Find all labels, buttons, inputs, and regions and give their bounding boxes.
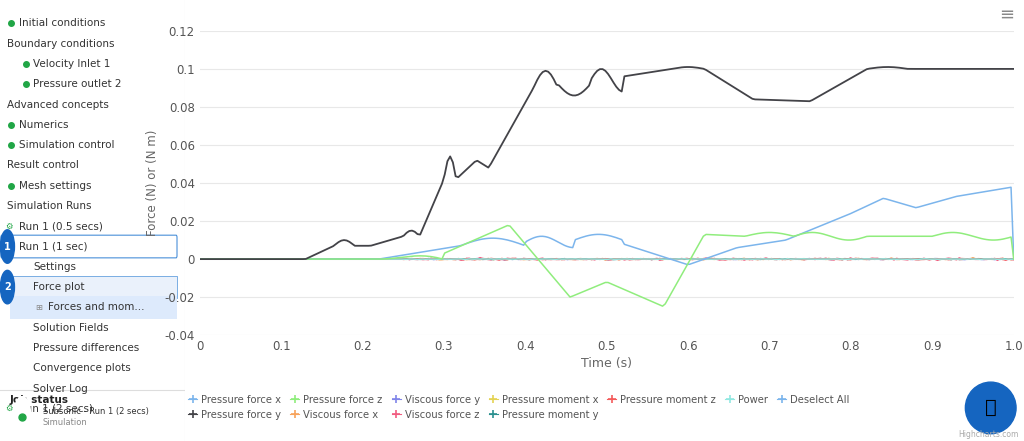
Text: ⚙: ⚙ <box>5 222 13 231</box>
X-axis label: Time (s): Time (s) <box>582 357 632 370</box>
Circle shape <box>0 270 14 304</box>
Text: Velocity Inlet 1: Velocity Inlet 1 <box>34 59 111 69</box>
Text: Run 1 (1 sec): Run 1 (1 sec) <box>18 242 87 251</box>
Text: Force plot: Force plot <box>34 282 85 292</box>
Text: Highcharts.com: Highcharts.com <box>958 430 1019 439</box>
Text: Mesh settings: Mesh settings <box>18 181 91 191</box>
Text: Solution Fields: Solution Fields <box>34 323 109 333</box>
Text: Settings: Settings <box>34 262 77 272</box>
Text: ⚙: ⚙ <box>5 404 13 413</box>
Text: 1: 1 <box>4 242 11 251</box>
FancyBboxPatch shape <box>1 235 177 258</box>
Text: Simulation control: Simulation control <box>18 140 114 150</box>
Text: Job status: Job status <box>9 395 69 405</box>
Text: Pressure outlet 2: Pressure outlet 2 <box>34 79 122 89</box>
Text: Forces and mom...: Forces and mom... <box>48 303 144 312</box>
Text: Advanced concepts: Advanced concepts <box>7 100 110 109</box>
Legend: Pressure force x, Pressure force y, Pressure force z, Viscous force x, Viscous f: Pressure force x, Pressure force y, Pres… <box>188 395 849 420</box>
Text: ≡: ≡ <box>998 5 1014 23</box>
Text: Solver Log: Solver Log <box>34 384 88 393</box>
Text: Run 1 (0.5 secs): Run 1 (0.5 secs) <box>18 221 102 231</box>
Text: ⚙: ⚙ <box>5 242 13 251</box>
Y-axis label: Force (N) or (N m): Force (N) or (N m) <box>145 130 159 236</box>
Text: ⊞: ⊞ <box>36 303 42 312</box>
Text: Convergence plots: Convergence plots <box>34 363 131 373</box>
Text: Subsonic - Run 1 (2 secs): Subsonic - Run 1 (2 secs) <box>43 407 148 415</box>
FancyBboxPatch shape <box>10 296 177 319</box>
Text: 💬: 💬 <box>985 398 996 418</box>
Circle shape <box>14 397 31 437</box>
Text: Numerics: Numerics <box>18 120 68 130</box>
Circle shape <box>966 382 1016 434</box>
Text: Boundary conditions: Boundary conditions <box>7 39 115 49</box>
Text: Initial conditions: Initial conditions <box>18 19 104 28</box>
FancyBboxPatch shape <box>10 276 177 299</box>
Text: Result control: Result control <box>7 161 79 170</box>
Text: 2: 2 <box>4 282 11 292</box>
Text: Simulation: Simulation <box>43 418 87 427</box>
Text: Run 1 (2 secs): Run 1 (2 secs) <box>18 404 92 414</box>
Circle shape <box>0 230 14 263</box>
Text: Pressure differences: Pressure differences <box>34 343 139 353</box>
Text: Simulation Runs: Simulation Runs <box>7 201 92 211</box>
